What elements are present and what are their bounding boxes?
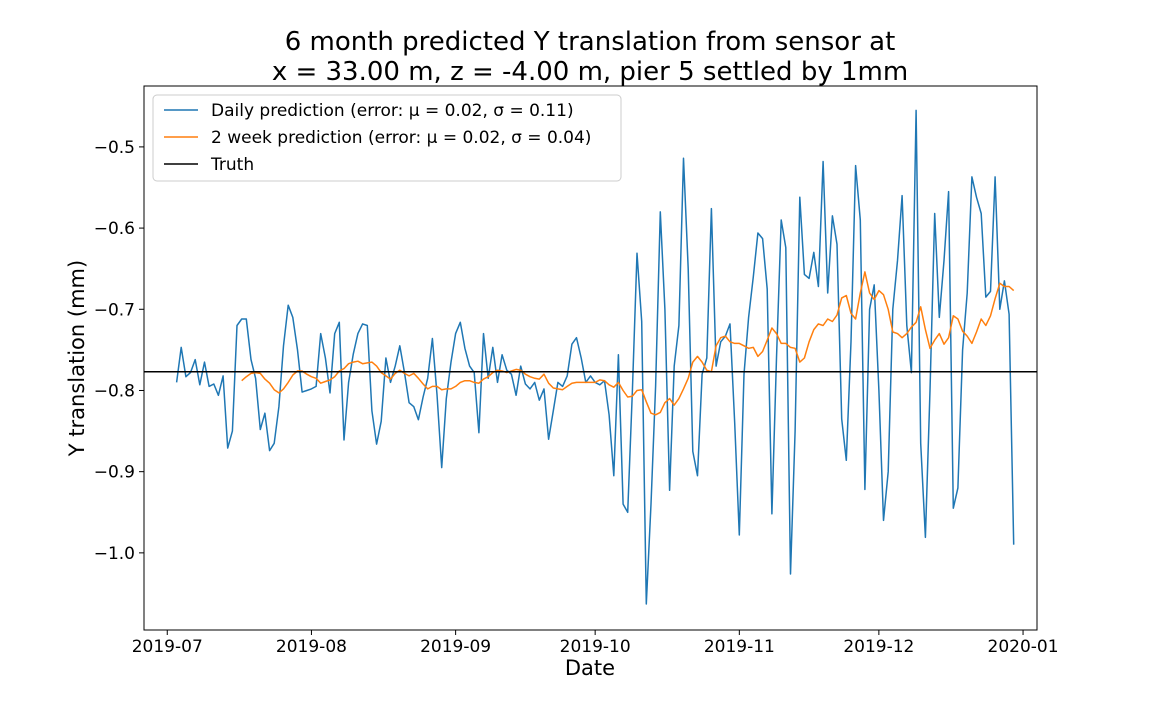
series-two-week-prediction-line — [241, 271, 1015, 416]
x-tick-label: 2019-08 — [276, 637, 347, 657]
x-axis: 2019-07 2019-08 2019-09 2019-10 2019-11 2019-… — [132, 630, 1059, 657]
x-tick-label: 2020-01 — [988, 637, 1059, 657]
x-tick-label: 2019-11 — [704, 637, 775, 657]
x-axis-label: Date — [565, 656, 615, 680]
x-tick-label: 2019-09 — [420, 637, 491, 657]
y-tick-label: −0.5 — [94, 138, 135, 158]
y-tick-label: −1.0 — [94, 544, 135, 564]
plot-frame — [143, 85, 1038, 631]
legend-label-two-week: 2 week prediction (error: μ = 0.02, σ = … — [211, 128, 591, 148]
y-axis-label: Y translation (mm) — [65, 260, 89, 457]
legend-label-truth: Truth — [210, 155, 254, 175]
x-tick-label: 2019-12 — [843, 637, 914, 657]
chart-title: 6 month predicted Y translation from sen… — [285, 27, 896, 57]
y-axis: −1.0 −0.9 −0.8 −0.7 −0.6 −0.5 — [94, 138, 144, 564]
x-tick-label: 2019-10 — [560, 637, 631, 657]
y-tick-label: −0.6 — [94, 219, 135, 239]
legend-box — [152, 94, 622, 182]
y-tick-label: −0.8 — [94, 381, 135, 401]
series-layer — [144, 109, 1037, 605]
legend-label-daily: Daily prediction (error: μ = 0.02, σ = 0… — [211, 101, 574, 121]
chart-subtitle: x = 33.00 m, z = -4.00 m, pier 5 settled… — [272, 57, 908, 87]
x-tick-label: 2019-07 — [132, 637, 203, 657]
legend: Daily prediction (error: μ = 0.02, σ = 0… — [152, 94, 622, 182]
y-tick-label: −0.9 — [94, 463, 135, 483]
y-tick-label: −0.7 — [94, 300, 135, 320]
